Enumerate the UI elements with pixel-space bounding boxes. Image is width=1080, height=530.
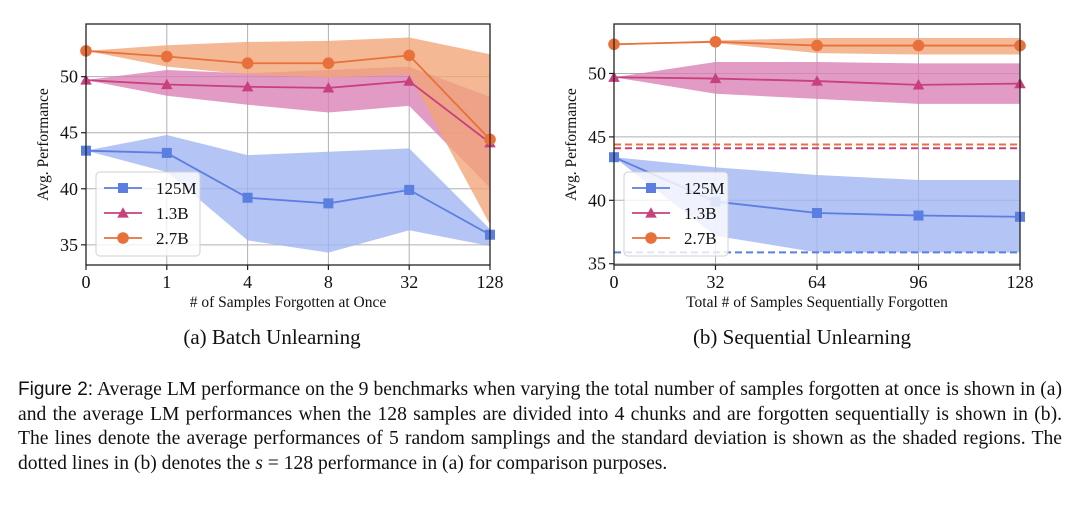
band-1.3B	[86, 66, 490, 188]
y-tick-label: 50	[60, 67, 78, 87]
legend-marker-triangle-icon	[645, 207, 657, 218]
subcaption-a: (a) Batch Unlearning	[183, 325, 361, 349]
point-2.7B	[403, 49, 416, 62]
legend-label: 125M	[684, 179, 725, 198]
point-125M	[161, 147, 172, 158]
chart-sequential-unlearning: 0 32 64 96 128 35 40 45 50 Total # of Samples Seq…	[563, 23, 1034, 311]
x-tick-label: 1	[162, 272, 171, 292]
x-tick-label: 32	[707, 272, 725, 292]
y-tick-label: 40	[60, 179, 78, 199]
point-2.7B	[161, 50, 173, 63]
x-tick-label: 0	[610, 272, 619, 292]
x-tick-label: 128	[1007, 272, 1034, 292]
x-axis-label: Total # of Samples Sequentially Forgotte…	[686, 294, 948, 311]
legend-item-1.3B: 1.3B	[632, 204, 717, 223]
y-tick-label: 45	[60, 123, 78, 143]
point-1.3B	[322, 82, 335, 93]
legend-marker-circle-icon	[117, 232, 129, 244]
point-1.3B	[709, 72, 722, 84]
y-tick-label: 50	[588, 63, 606, 83]
legend-item-2.7B: 2.7B	[632, 229, 717, 248]
point-1.3B	[161, 78, 173, 90]
point-125M	[242, 192, 253, 203]
point-2.7B	[241, 57, 254, 70]
caption-math: s	[255, 452, 263, 474]
legend: 125M 1.3B 2.7B	[95, 171, 201, 257]
figure-charts: 0 1 4 8 32 128 35 40 45 50 # of Samples Forgotten …	[35, 23, 1034, 311]
y-tick-label: 45	[588, 127, 606, 147]
point-2.7B	[811, 39, 823, 52]
chart-batch-unlearning: 0 1 4 8 32 128 35 40 45 50 # of Samples Forgotten …	[35, 23, 504, 311]
legend-label: 2.7B	[684, 229, 717, 248]
legend-item-125M: 125M	[104, 179, 197, 198]
legend-item-2.7B: 2.7B	[104, 229, 189, 248]
point-1.3B	[241, 81, 254, 92]
point-2.7B	[322, 57, 335, 70]
line-2.7B	[85, 50, 491, 141]
x-axis-label: # of Samples Forgotten at Once	[190, 294, 387, 311]
point-125M	[323, 198, 334, 209]
y-tick-label: 40	[588, 190, 606, 210]
point-1.3B	[403, 75, 415, 86]
legend-marker-circle-icon	[645, 232, 657, 244]
legend-item-125M: 125M	[632, 179, 725, 198]
line-1.3B	[85, 79, 491, 144]
caption-text-2: = 128 performance in (a) for comparison …	[262, 452, 668, 474]
point-125M	[913, 210, 924, 221]
point-1.3B	[811, 75, 823, 86]
legend-marker-square-icon	[118, 183, 128, 193]
x-tick-label: 64	[808, 272, 826, 292]
point-2.7B	[912, 39, 925, 52]
plot-frame	[85, 23, 491, 266]
legend-marker-triangle-icon	[117, 207, 129, 218]
x-tick-label: 128	[477, 272, 504, 292]
y-tick-label: 35	[588, 254, 606, 274]
y-tick-label: 35	[60, 235, 78, 255]
point-125M	[404, 184, 415, 195]
subcaption-b: (b) Sequential Unlearning	[692, 325, 912, 349]
figure-label: Figure 2:	[18, 379, 94, 400]
x-tick-label: 0	[82, 272, 91, 292]
y-axis-label: Avg. Performance	[35, 88, 52, 201]
x-tick-label: 8	[324, 272, 333, 292]
x-tick-label: 32	[400, 272, 418, 292]
x-tick-label: 96	[910, 272, 928, 292]
x-tick-label: 4	[243, 272, 252, 292]
figure-caption: Figure 2: Average LM performance on the …	[18, 378, 1062, 476]
legend-label: 2.7B	[156, 229, 189, 248]
legend-label: 1.3B	[684, 204, 717, 223]
band-2.7B	[86, 37, 490, 225]
point-125M	[812, 207, 822, 218]
point-1.3B	[912, 79, 925, 90]
line-125M	[85, 149, 491, 236]
legend-marker-square-icon	[646, 183, 656, 193]
legend-item-1.3B: 1.3B	[104, 204, 189, 223]
caption-text-1: Average LM performance on the 9 benchmar…	[18, 379, 1062, 474]
y-axis-label: Avg. Performance	[563, 88, 580, 201]
point-2.7B	[709, 35, 722, 48]
legend-label: 125M	[156, 179, 197, 198]
legend-label: 1.3B	[156, 204, 189, 223]
legend: 125M 1.3B 2.7B	[623, 171, 729, 257]
